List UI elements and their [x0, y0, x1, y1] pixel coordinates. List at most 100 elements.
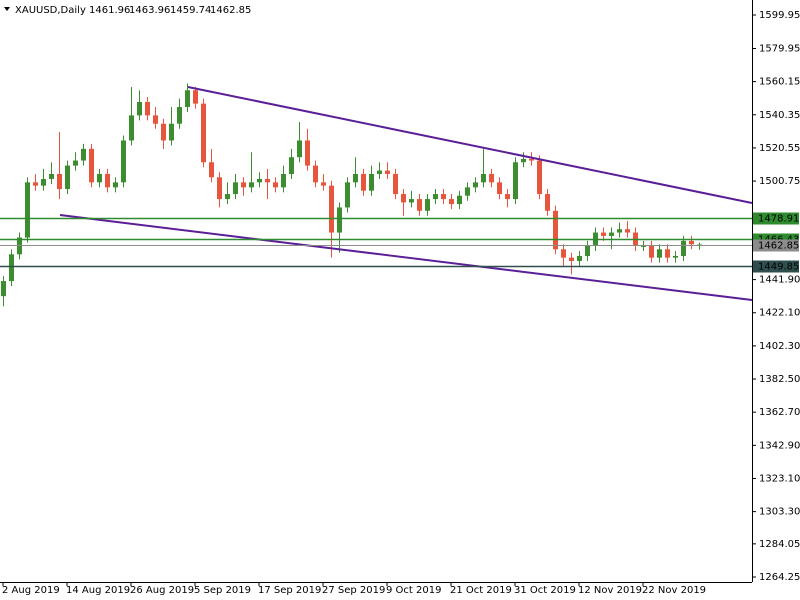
- candle-body: [137, 101, 142, 116]
- candle-body: [409, 199, 414, 203]
- x-tick-label: 14 Aug 2019: [66, 585, 130, 596]
- candle-body: [169, 123, 174, 141]
- candle-body: [233, 182, 238, 195]
- candle-body: [641, 245, 646, 247]
- candle-body: [521, 158, 526, 163]
- candle-body: [209, 162, 214, 178]
- candle-body: [265, 178, 270, 183]
- candle-body: [425, 199, 430, 211]
- candle-body: [545, 194, 550, 211]
- candle-body: [505, 194, 510, 200]
- candle-body: [121, 140, 126, 183]
- candle-body: [73, 160, 78, 166]
- candle-body: [297, 140, 302, 158]
- candle-body: [513, 162, 518, 200]
- x-tick-label: 26 Aug 2019: [130, 585, 194, 596]
- y-tick-label: 1520.55: [759, 143, 800, 154]
- candle-body: [257, 178, 262, 183]
- y-tick-label: 1402.30: [759, 341, 800, 352]
- candle-body: [497, 182, 502, 195]
- candle-body: [681, 240, 686, 256]
- candle-body: [177, 106, 182, 124]
- price-level-tag: [753, 212, 799, 225]
- header-low: 1459.74: [170, 5, 211, 16]
- candle-body: [481, 173, 486, 183]
- y-tick-label: 1342.90: [759, 440, 800, 451]
- header-high: 1463.96: [129, 5, 170, 16]
- x-tick-label: 5 Sep 2019: [194, 585, 251, 596]
- candle-body: [129, 115, 134, 141]
- header-arrow: [4, 7, 10, 11]
- candle-body: [441, 194, 446, 200]
- price-level-tag: [753, 239, 799, 252]
- y-tick-label: 1362.70: [759, 407, 800, 418]
- candle-body: [217, 177, 222, 200]
- candle-body: [337, 207, 342, 233]
- candle-body: [321, 182, 326, 186]
- candle-body: [673, 255, 678, 258]
- candle-body: [553, 210, 558, 250]
- price-level-label: 1449.85: [758, 262, 799, 273]
- candle-body: [393, 173, 398, 195]
- candle-body: [9, 254, 14, 282]
- candle-body: [201, 103, 206, 163]
- candle-body: [529, 158, 534, 161]
- y-tick-label: 1599.95: [759, 10, 800, 21]
- candle-body: [657, 249, 662, 258]
- price-level-label: 1478.91: [758, 214, 799, 225]
- candle-body: [353, 173, 358, 183]
- candle-body: [649, 245, 654, 258]
- header-open: 1461.96: [89, 5, 130, 16]
- candle-body: [97, 173, 102, 183]
- candle-body: [49, 173, 54, 179]
- x-tick-label: 17 Sep 2019: [258, 585, 321, 596]
- y-tick-label: 1422.10: [759, 308, 800, 319]
- candle-body: [665, 249, 670, 258]
- candle-body: [377, 170, 382, 174]
- y-tick-label: 1500.75: [759, 176, 800, 187]
- header-close: 1462.85: [210, 5, 251, 16]
- candle-body: [313, 165, 318, 183]
- candle-body: [329, 185, 334, 233]
- candle-body: [33, 182, 38, 186]
- candle-body: [89, 148, 94, 183]
- y-tick-label: 1284.05: [759, 539, 800, 550]
- candle-body: [105, 173, 110, 188]
- candle-body: [1, 281, 6, 297]
- candle-body: [273, 182, 278, 188]
- candle-body: [569, 257, 574, 262]
- x-tick-label: 2 Aug 2019: [2, 585, 60, 596]
- candle-body: [625, 229, 630, 233]
- candle-body: [57, 173, 62, 190]
- y-tick-label: 1579.95: [759, 43, 800, 54]
- candle-body: [153, 115, 158, 124]
- symbol-title: XAUUSD,Daily: [15, 5, 86, 16]
- candle-body: [449, 199, 454, 205]
- y-tick-label: 1323.10: [759, 473, 800, 484]
- candle-body: [457, 195, 462, 205]
- candle-body: [193, 90, 198, 104]
- y-tick-label: 1540.35: [759, 110, 800, 121]
- trendline-lower: [59, 214, 753, 301]
- candle-body: [289, 157, 294, 174]
- candle-body: [473, 182, 478, 188]
- candle-body: [385, 170, 390, 174]
- candle-body: [241, 182, 246, 188]
- x-tick-label: 31 Oct 2019: [514, 585, 576, 596]
- candle-body: [249, 182, 254, 188]
- candle-body: [345, 182, 350, 208]
- price-level-tag: [753, 260, 799, 273]
- candle-body: [41, 178, 46, 186]
- candle-body: [281, 173, 286, 188]
- plot-area: [1, 83, 702, 307]
- x-tick-label: 9 Oct 2019: [386, 585, 441, 596]
- candle-body: [81, 148, 86, 161]
- x-tick-label: 21 Oct 2019: [450, 585, 512, 596]
- y-tick-label: 1303.30: [759, 507, 800, 518]
- candle-body: [185, 90, 190, 107]
- candle-body: [601, 232, 606, 236]
- x-tick-label: 22 Nov 2019: [642, 585, 706, 596]
- candle-body: [577, 255, 582, 262]
